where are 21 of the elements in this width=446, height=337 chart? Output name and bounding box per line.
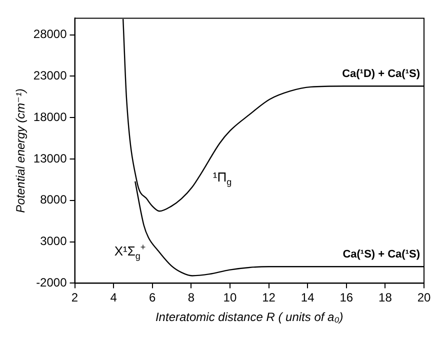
y-tick-label: 18000 (33, 110, 68, 124)
x-tick-label: 6 (149, 290, 156, 305)
x-axis-title: Interatomic distance R ( units of a₀) (155, 310, 344, 324)
y-tick-label: 8000 (40, 192, 68, 207)
y-tick-label: 28000 (33, 27, 68, 42)
x-tick-label: 20 (417, 290, 431, 305)
annotation: Ca(¹D) + Ca(¹S) (342, 68, 420, 80)
x-tick-label: 4 (110, 290, 118, 305)
x-tick-label: 8 (188, 290, 195, 305)
x-tick-label: 16 (340, 290, 354, 305)
x-tick-label: 2 (71, 290, 78, 305)
y-axis-title: Potential energy (cm⁻¹) (14, 88, 28, 213)
y-tick-label: 13000 (33, 151, 68, 166)
x-tick-label: 12 (262, 290, 276, 305)
annotation: Ca(¹S) + Ca(¹S) (342, 248, 420, 261)
y-tick-label: 3000 (40, 234, 68, 248)
y-tick-label: 23000 (33, 68, 68, 82)
x-tick-label: 14 (300, 290, 315, 305)
x-tick-label: 18 (378, 290, 392, 305)
x-tick-label: 10 (223, 290, 237, 305)
y-tick-label: -2000 (36, 276, 68, 290)
